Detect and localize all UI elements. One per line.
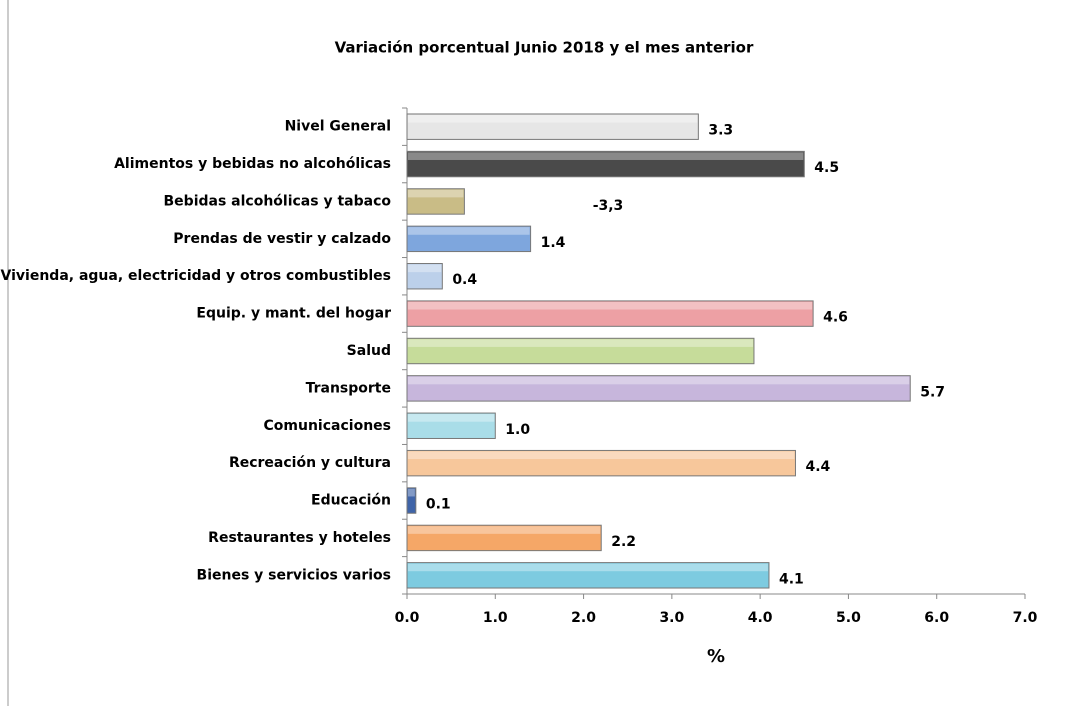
bar (406, 562, 770, 589)
category-label: Bienes y servicios varios (197, 567, 391, 583)
x-tick-label: 6.0 (924, 610, 949, 626)
bar-shine (408, 488, 415, 497)
category-label: Vivienda, agua, electricidad y otros com… (1, 268, 391, 284)
bar (406, 300, 814, 327)
x-tick-label: 1.0 (483, 610, 508, 626)
value-label: 5.7 (920, 384, 945, 400)
x-tick-label: 3.0 (659, 610, 684, 626)
bar-shine (408, 451, 795, 460)
category-label: Transporte (306, 380, 391, 396)
x-tick-label: 0.0 (395, 610, 420, 626)
bar (406, 150, 805, 178)
category-label: Salud (347, 343, 391, 359)
bar-shine (408, 152, 804, 160)
value-label: 2.2 (611, 534, 636, 550)
value-label: 1.0 (505, 422, 530, 438)
category-label: Comunicaciones (264, 418, 391, 434)
bar-shine (408, 563, 768, 572)
x-tick-label: 4.0 (748, 610, 773, 626)
value-label: 0.4 (452, 272, 477, 288)
bar-shine (408, 301, 813, 310)
bar (406, 375, 911, 402)
bar-shine (408, 526, 601, 534)
bar (406, 263, 443, 290)
value-label: 3.3 (708, 123, 733, 139)
x-axis-label: % (707, 646, 725, 667)
category-label: Educación (311, 493, 391, 509)
bar-shine (408, 414, 495, 422)
x-tick-label: 2.0 (571, 610, 596, 626)
value-label: 4.1 (779, 571, 804, 587)
bar (406, 337, 755, 365)
category-label: Recreación y cultura (229, 455, 391, 471)
value-label: 4.5 (814, 160, 839, 176)
bar (406, 449, 796, 477)
category-label: Bebidas alcohólicas y tabaco (164, 193, 392, 209)
bar (406, 113, 699, 140)
bar (406, 487, 417, 514)
bar (406, 225, 532, 253)
value-label: 4.6 (823, 310, 848, 326)
category-label: Alimentos y bebidas no alcohólicas (114, 156, 391, 172)
x-tick-label: 7.0 (1013, 610, 1038, 626)
category-label: Prendas de vestir y calzado (173, 231, 391, 247)
bar-shine (408, 189, 464, 198)
value-label: 1.4 (541, 235, 566, 251)
bar-shine (408, 264, 442, 273)
bar (406, 188, 465, 215)
chart-title: Variación porcentual Junio 2018 y el mes… (335, 39, 754, 57)
bar (406, 524, 602, 552)
bar-shine (408, 114, 698, 123)
bar-shine (408, 376, 910, 385)
category-label: Equip. y mant. del hogar (196, 306, 391, 322)
value-label: 4.4 (805, 459, 830, 475)
bar-shine (408, 227, 530, 235)
bar (406, 412, 496, 439)
annotation: -3,3 (593, 198, 624, 214)
category-label: Restaurantes y hoteles (208, 530, 391, 546)
x-tick-label: 5.0 (836, 610, 861, 626)
value-label: 0.1 (426, 497, 451, 513)
bar-shine (408, 339, 753, 347)
category-label: Nivel General (285, 119, 391, 135)
